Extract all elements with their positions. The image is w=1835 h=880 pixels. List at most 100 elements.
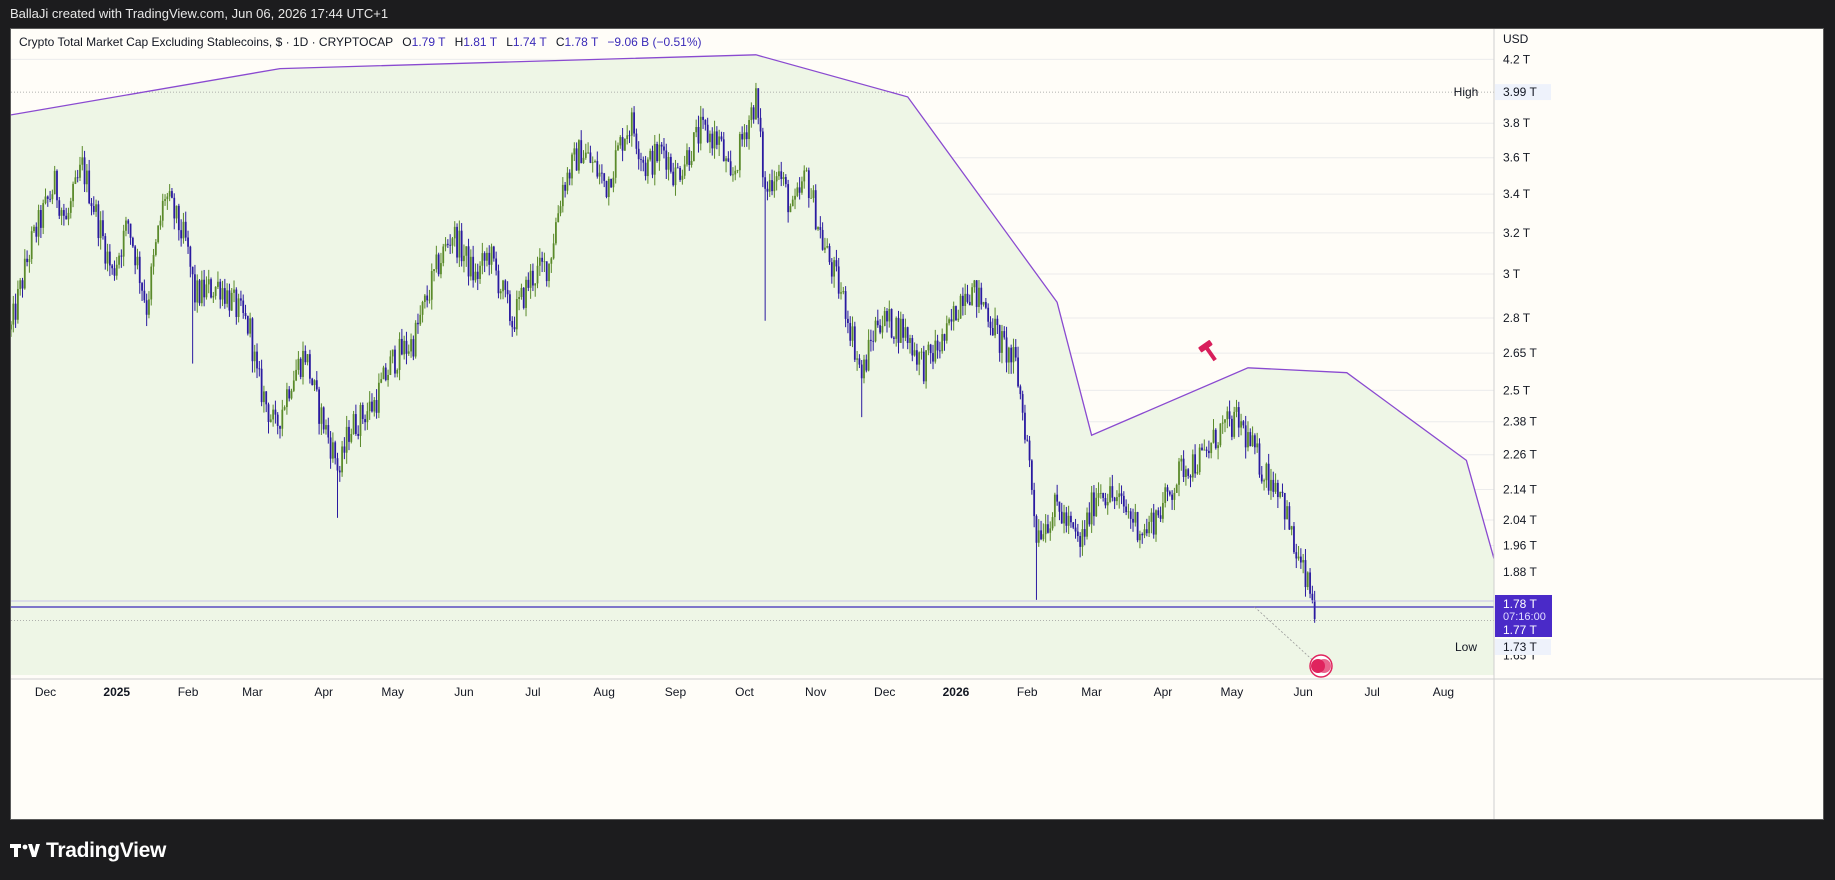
y-tick-label: 4.2 T: [1503, 52, 1531, 66]
candle-body: [1196, 472, 1199, 474]
candle-body: [138, 256, 141, 284]
candle-body: [1247, 432, 1249, 448]
high-value-box: [1495, 84, 1551, 101]
candle-body: [1210, 442, 1213, 454]
candle-body: [941, 334, 944, 352]
candle-body: [1152, 512, 1155, 535]
brand-footer[interactable]: TradingView: [10, 836, 166, 866]
us-event-flag-icon: [1309, 654, 1333, 678]
high-key: H: [454, 35, 464, 49]
y-tick-label: 2.04 T: [1503, 513, 1537, 527]
candle-body: [1260, 474, 1263, 482]
y-tick-label: 3.2 T: [1503, 226, 1531, 240]
candle-body: [711, 133, 714, 149]
candle-body: [111, 265, 114, 269]
candle-body: [423, 295, 426, 302]
candle-body: [692, 132, 695, 162]
candle-body: [575, 148, 578, 171]
candle-body: [925, 350, 927, 382]
candle-body: [1042, 534, 1045, 540]
candle-body: [548, 263, 550, 282]
candle-body: [1019, 386, 1022, 395]
hammer-handle: [1204, 345, 1217, 362]
candle-body: [619, 137, 622, 146]
candle-body: [610, 178, 612, 188]
candle-body: [559, 206, 562, 214]
candle-body: [1201, 447, 1203, 451]
candle-body: [329, 437, 332, 459]
x-tick-label: May: [381, 685, 404, 699]
candle-body: [748, 120, 750, 140]
candle-body: [39, 210, 42, 228]
candle-body: [288, 389, 291, 399]
candle-body: [1143, 529, 1146, 536]
candle-body: [743, 132, 746, 140]
candle-body: [322, 407, 325, 430]
candle-body: [653, 143, 656, 175]
candle-body: [348, 426, 350, 442]
candle-body: [727, 158, 730, 162]
candle-body: [490, 246, 493, 265]
candle-body: [775, 176, 778, 182]
candle-body: [1164, 487, 1167, 503]
candle-body: [1104, 497, 1107, 506]
x-tick-label: Aug: [1433, 685, 1454, 699]
candle-body: [589, 152, 592, 163]
candle-body: [973, 280, 976, 288]
candle-body: [469, 256, 472, 277]
candle-body: [840, 292, 842, 294]
candle-body: [828, 246, 831, 263]
candle-body: [1120, 493, 1123, 496]
candle-body: [46, 196, 49, 199]
candle-body: [11, 324, 12, 330]
tradingview-logo-icon: [10, 844, 40, 857]
change-value: −9.06 B (−0.51%): [607, 35, 702, 49]
candle-body: [396, 369, 399, 374]
candle-body: [890, 309, 893, 338]
candle-body: [1095, 497, 1098, 517]
candle-body: [407, 351, 410, 354]
candle-body: [1240, 421, 1242, 428]
candle-body: [913, 350, 916, 356]
x-tick-label: Apr: [1154, 685, 1173, 699]
candle-body: [807, 170, 810, 199]
candle-body: [780, 171, 783, 179]
candle-body: [1074, 527, 1077, 532]
candle-body: [1166, 487, 1169, 492]
candle-body: [373, 400, 376, 412]
candle-body: [1026, 439, 1029, 441]
chart-canvas[interactable]: USD 4.2 T 3.8 T 3.6 T 3.4 T 3.2 T 3 T 2.8 T 2.65…: [11, 29, 1824, 820]
candle-body: [681, 175, 684, 180]
candle-body: [856, 358, 859, 360]
candle-body: [244, 312, 247, 317]
candle-body: [1198, 447, 1201, 473]
chart-frame[interactable]: USD 4.2 T 3.8 T 3.6 T 3.4 T 3.2 T 3 T 2.8 T 2.65…: [10, 28, 1824, 820]
candle-body: [791, 199, 794, 207]
candle-body: [660, 144, 663, 147]
candle-body: [1141, 533, 1144, 536]
candle-body: [759, 117, 762, 132]
high-value-label: 3.99 T: [1503, 85, 1537, 99]
candle-body: [251, 318, 254, 362]
candle-body: [922, 351, 925, 382]
candle-body: [1065, 512, 1068, 526]
candle-body: [952, 306, 955, 322]
candle-body: [1010, 347, 1013, 363]
candle-body: [1272, 479, 1275, 492]
candle-body: [543, 261, 546, 263]
candle-body: [520, 287, 523, 297]
candle-body: [833, 260, 836, 277]
candle-body: [805, 170, 808, 172]
candle-body: [738, 134, 741, 171]
candle-body: [672, 171, 675, 186]
candle-body: [932, 353, 934, 362]
candle-body: [1148, 521, 1151, 534]
candle-body: [488, 252, 491, 265]
candle-body: [223, 288, 226, 304]
candle-body: [819, 227, 822, 230]
candle-body: [180, 230, 183, 239]
candle-body: [511, 321, 514, 328]
candle-body: [649, 150, 652, 160]
candle-body: [428, 299, 431, 301]
candle-body: [975, 280, 978, 307]
